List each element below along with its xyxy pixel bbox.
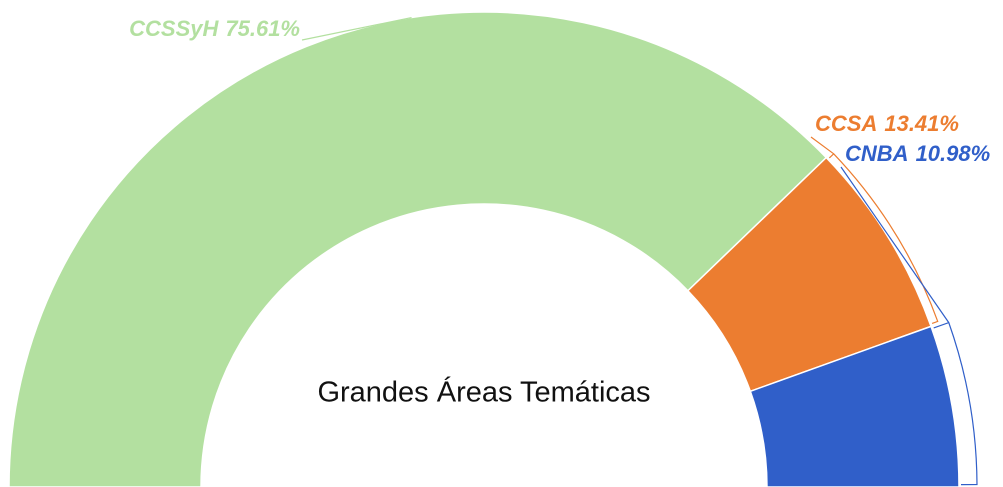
segments	[8, 11, 960, 487]
label-value: 75.61%	[225, 16, 300, 41]
label-value: 13.41%	[884, 111, 959, 136]
label-value: 10.98%	[916, 141, 991, 166]
label-category: CCSA	[815, 111, 877, 136]
leader-line	[301, 16, 412, 41]
chart-title: Grandes Áreas Temáticas	[317, 376, 650, 409]
label-category: CCSSyH	[129, 16, 219, 41]
leader-line	[810, 136, 939, 325]
data-label: CNBA 10.98%	[845, 141, 990, 166]
leader-line	[840, 166, 978, 486]
data-label: CCSA 13.41%	[815, 111, 959, 136]
label-category: CNBA	[845, 141, 909, 166]
data-label: CCSSyH 75.61%	[129, 16, 300, 41]
segment	[8, 11, 828, 487]
